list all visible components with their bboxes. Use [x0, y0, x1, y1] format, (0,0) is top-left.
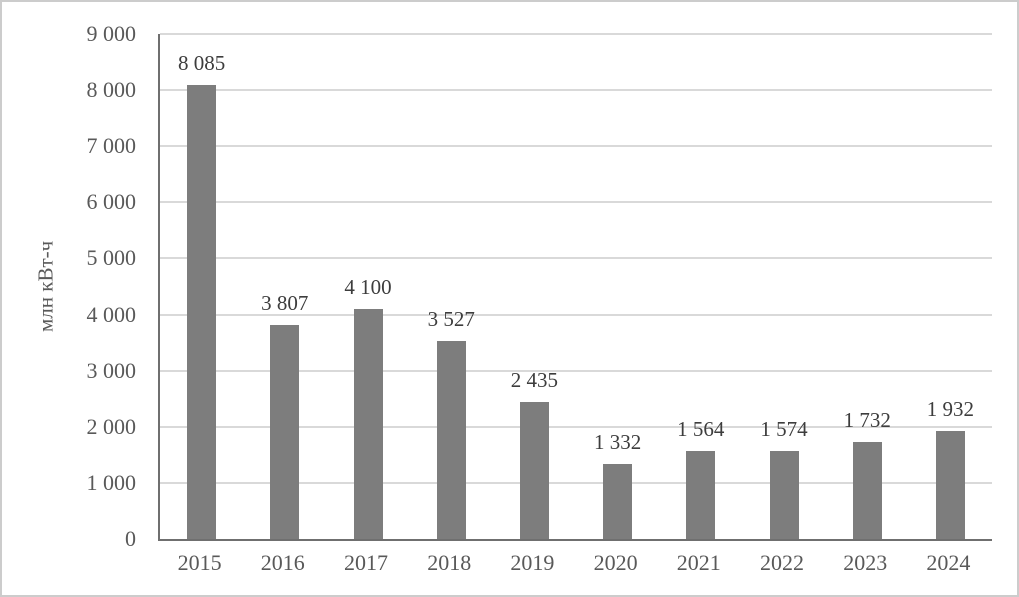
bar-value-label: 1 574 [760, 416, 808, 441]
y-tick-label: 9 000 [86, 21, 137, 46]
bar-value-label: 1 732 [843, 407, 891, 432]
bar-2020 [603, 464, 633, 539]
bar-value-label: 4 100 [344, 274, 392, 299]
y-tick-label: 0 [125, 526, 136, 551]
x-axis-label-2023: 2023 [843, 550, 888, 575]
bar-value-label: 3 527 [427, 307, 475, 332]
bar-2022 [769, 450, 799, 539]
bar-value-label: 1 332 [593, 430, 642, 455]
gridline [160, 33, 992, 35]
bar-2019 [519, 402, 549, 539]
gridline [160, 89, 992, 92]
bar-2023 [852, 441, 882, 539]
plot-area: 8 085 3 807 4 100 3 527 2 435 1 332 1 564 1 574… [158, 33, 992, 541]
bar-value-label: 8 085 [177, 51, 226, 76]
y-tick-label: 2 000 [86, 413, 137, 439]
y-tick-label: 5 000 [86, 245, 137, 271]
gridline [160, 201, 992, 204]
bar-value-label: 2 435 [510, 368, 559, 393]
x-axis-label-2020: 2020 [593, 550, 638, 575]
y-tick-label: 6 000 [86, 189, 137, 215]
y-tick-label: 3 000 [86, 357, 137, 383]
bar-value-label: 1 932 [926, 396, 975, 421]
gridline [160, 257, 992, 260]
x-axis-label-2015: 2015 [177, 550, 222, 575]
gridline [160, 425, 992, 428]
bar-2018 [436, 341, 466, 539]
bar-value-label: 1 564 [677, 417, 725, 442]
bar-2024 [935, 430, 965, 539]
y-tick-label: 1 000 [86, 469, 137, 495]
x-axis-label-2022: 2022 [760, 550, 804, 575]
y-tick-label: 7 000 [86, 133, 137, 159]
x-axis-label-2017: 2017 [344, 550, 388, 575]
x-axis-label-2019: 2019 [510, 550, 555, 575]
gridline [160, 313, 992, 316]
y-tick-label: 4 000 [86, 301, 137, 327]
y-tick-label: 8 000 [86, 77, 137, 103]
bar-value-label: 3 807 [261, 291, 309, 316]
gridline [160, 369, 992, 372]
gridline [160, 145, 992, 148]
x-axis-label-2016: 2016 [260, 550, 305, 575]
x-axis-label-2024: 2024 [926, 550, 971, 575]
bar-2021 [686, 451, 716, 539]
gridline [160, 481, 992, 484]
x-axis-label-2018: 2018 [427, 550, 472, 575]
bar-2015 [187, 85, 217, 539]
bar-2016 [270, 325, 300, 539]
bar-2017 [353, 308, 383, 539]
y-axis-title: млн кВт-ч [33, 240, 58, 333]
x-axis-label-2021: 2021 [676, 550, 721, 575]
